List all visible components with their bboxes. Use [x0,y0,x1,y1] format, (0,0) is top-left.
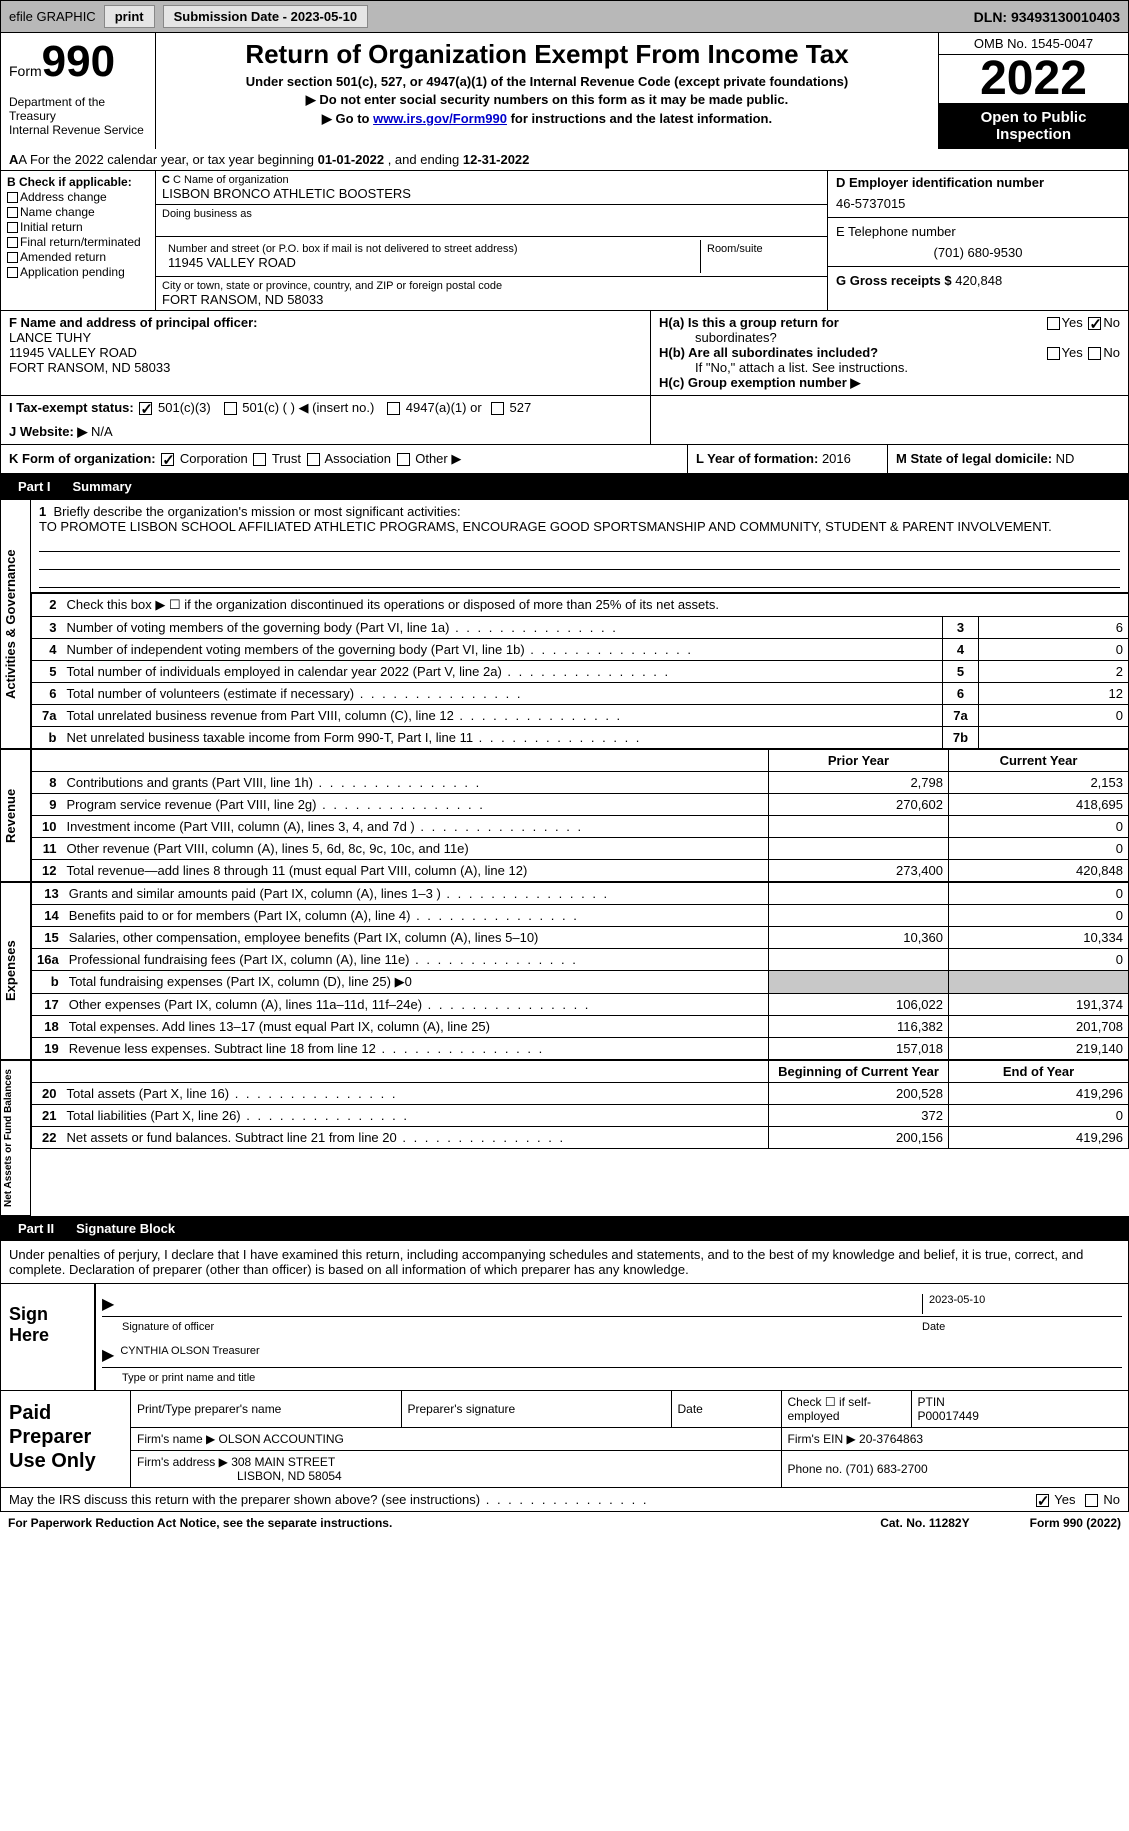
cb-other[interactable] [397,453,410,466]
cb-501c[interactable] [224,402,237,415]
room-label: Room/suite [707,243,815,255]
telephone: (701) 680-9530 [836,245,1120,260]
dba-label: Doing business as [162,208,821,220]
cb-initial-return[interactable]: Initial return [7,220,149,234]
efile-label: efile GRAPHIC [9,9,96,24]
irs-link[interactable]: www.irs.gov/Form990 [373,111,507,126]
firm-ein: 20-3764863 [859,1432,923,1446]
form-link-row: ▶ Go to www.irs.gov/Form990 for instruct… [168,111,926,127]
officer-print-name: CYNTHIA OLSON Treasurer [120,1345,259,1365]
firm-phone: (701) 683-2700 [846,1462,928,1476]
col-c-org-info: C C Name of organizationLISBON BRONCO AT… [156,171,828,310]
signature-declaration: Under penalties of perjury, I declare th… [0,1241,1129,1283]
dln: DLN: 93493130010403 [974,9,1120,25]
website: N/A [87,424,112,439]
firm-name: OLSON ACCOUNTING [219,1432,344,1446]
revenue-table: Prior YearCurrent Year 8Contributions an… [31,749,1129,882]
cb-final-return[interactable]: Final return/terminated [7,235,149,249]
form-number: 990 [42,37,115,86]
ein-value: 46-5737015 [836,196,1120,211]
form-word: Form [9,63,42,79]
section-b-c-d: B Check if applicable: Address change Na… [0,171,1129,311]
ha-no[interactable] [1088,317,1101,330]
cb-501c3[interactable] [139,402,152,415]
cb-app-pending[interactable]: Application pending [7,265,149,279]
arrow-icon: ▶ [102,1294,114,1314]
line-1-mission: 1 Briefly describe the organization's mi… [31,499,1129,593]
cb-address-change[interactable]: Address change [7,190,149,204]
row-f-h: F Name and address of principal officer:… [0,311,1129,396]
mission-text: TO PROMOTE LISBON SCHOOL AFFILIATED ATHL… [39,519,1052,534]
part-1-header: Part ISummary [0,474,1129,499]
ha-yes[interactable] [1047,317,1060,330]
cb-assoc[interactable] [307,453,320,466]
org-city: FORT RANSOM, ND 58033 [162,292,821,307]
irs-no[interactable] [1085,1494,1098,1507]
side-net-assets: Net Assets or Fund Balances [1,1060,31,1216]
top-toolbar: efile GRAPHIC print Submission Date - 20… [0,0,1129,33]
sig-date: 2023-05-10 [922,1294,1122,1314]
firm-addr: 308 MAIN STREET [231,1455,335,1469]
net-assets-table: Beginning of Current YearEnd of Year 20T… [31,1060,1129,1149]
cb-corp[interactable] [161,453,174,466]
page-footer: For Paperwork Reduction Act Notice, see … [0,1512,1129,1534]
cat-no: Cat. No. 11282Y [880,1516,969,1530]
org-name: LISBON BRONCO ATHLETIC BOOSTERS [162,186,821,201]
side-governance: Activities & Governance [1,499,31,749]
row-k: K Form of organization: Corporation Trus… [0,445,1129,474]
irs-discuss-row: May the IRS discuss this return with the… [0,1488,1129,1512]
officer-name: LANCE TUHY [9,330,91,345]
sign-here-block: Sign Here ▶2023-05-10 Signature of offic… [0,1283,1129,1391]
hb-yes[interactable] [1047,347,1060,360]
cb-527[interactable] [491,402,504,415]
governance-table: 2Check this box ▶ ☐ if the organization … [31,593,1129,749]
side-revenue: Revenue [1,749,31,882]
col-d-ein: D Employer identification number 46-5737… [828,171,1128,310]
form-title: Return of Organization Exempt From Incom… [168,39,926,70]
gross-receipts: G Gross receipts $ 420,848 [836,273,1120,288]
form-note-ssn: ▶ Do not enter social security numbers o… [168,92,926,108]
tax-year: 2022 [939,55,1128,103]
cb-trust[interactable] [253,453,266,466]
paid-preparer-block: Paid Preparer Use Only Print/Type prepar… [0,1391,1129,1488]
side-expenses: Expenses [1,882,31,1060]
org-address: 11945 VALLEY ROAD [168,255,694,270]
ptin: P00017449 [918,1409,979,1423]
open-to-public: Open to Public Inspection [939,103,1128,149]
cb-name-change[interactable]: Name change [7,205,149,219]
state-domicile: ND [1056,451,1075,466]
irs-yes[interactable] [1036,1494,1049,1507]
dept-treasury: Department of the TreasuryInternal Reven… [9,87,147,137]
form-header: Form990 Department of the TreasuryIntern… [0,33,1129,149]
hb-no[interactable] [1088,347,1101,360]
print-button[interactable]: print [104,5,155,28]
col-b-checkboxes: B Check if applicable: Address change Na… [1,171,156,310]
submission-date: Submission Date - 2023-05-10 [163,5,369,28]
arrow-icon: ▶ [102,1345,114,1365]
expenses-table: 13Grants and similar amounts paid (Part … [31,882,1129,1060]
cb-amended[interactable]: Amended return [7,250,149,264]
form-subtitle: Under section 501(c), 527, or 4947(a)(1)… [168,74,926,89]
cb-4947[interactable] [387,402,400,415]
row-a-tax-year: AA For the 2022 calendar year, or tax ye… [0,149,1129,171]
row-i-j: I Tax-exempt status: 501(c)(3) 501(c) ( … [0,396,1129,445]
year-formation: 2016 [822,451,851,466]
part-2-header: Part IISignature Block [0,1216,1129,1241]
